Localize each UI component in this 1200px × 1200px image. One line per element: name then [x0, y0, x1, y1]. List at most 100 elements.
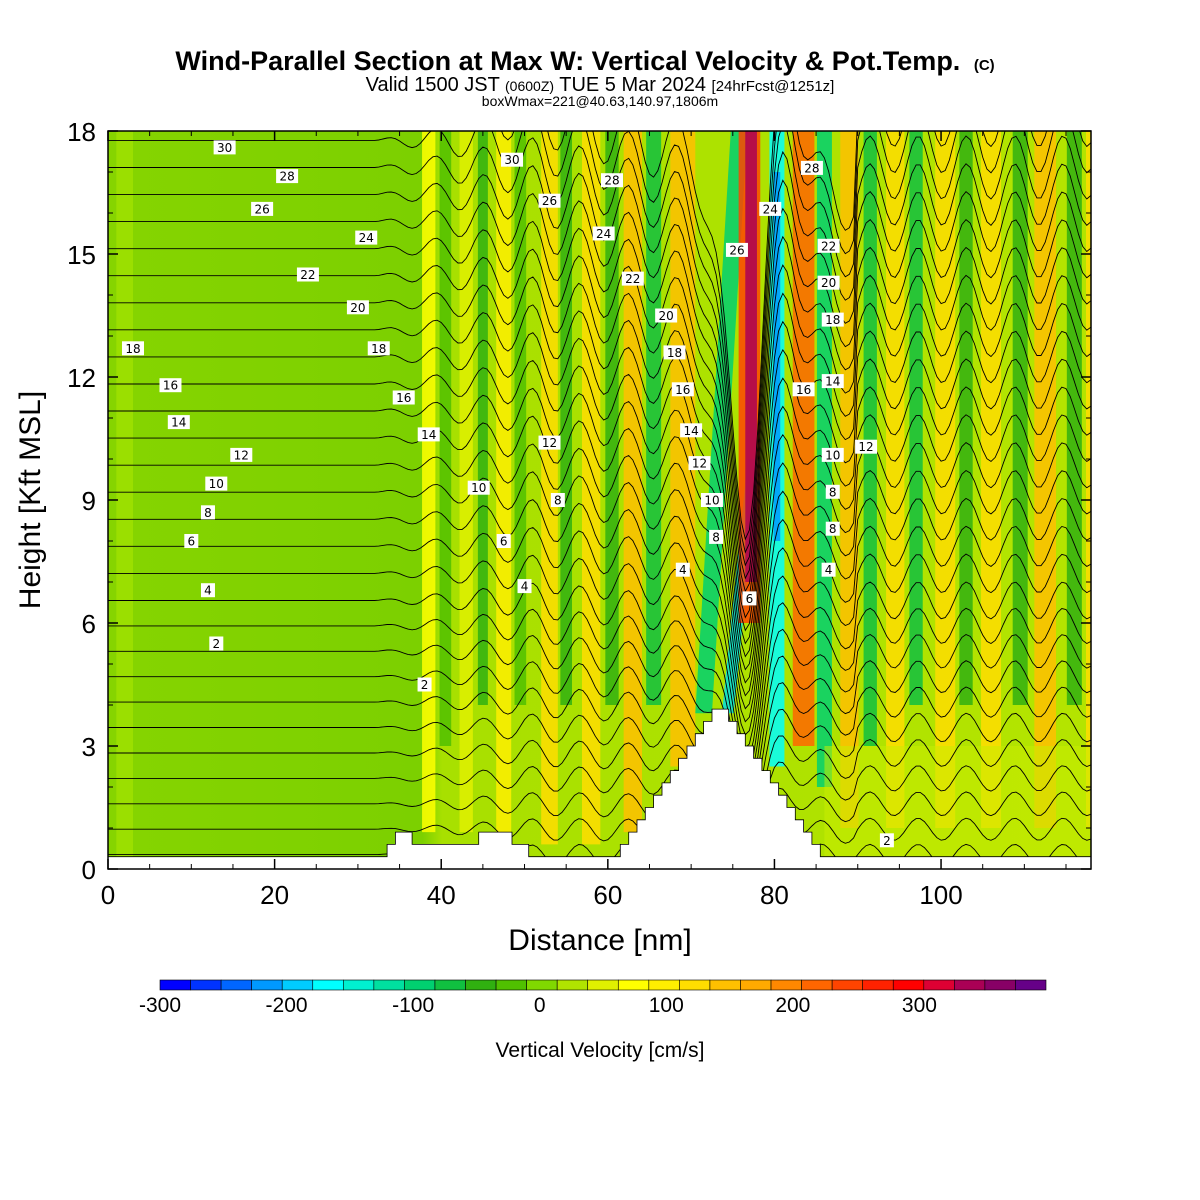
contour-label: 12	[538, 435, 561, 450]
colorbar-swatch	[465, 979, 497, 991]
contour-label: 22	[817, 238, 840, 253]
contour-label-box	[517, 579, 532, 594]
contour-label-box	[759, 201, 782, 216]
contour-label-box	[355, 230, 378, 245]
contour-label-box	[367, 341, 390, 356]
colorbar-swatch	[220, 979, 252, 991]
contour-label-text: 18	[371, 342, 386, 356]
colorbar-swatch	[404, 979, 436, 991]
velocity-band	[745, 131, 757, 582]
contour-label-box	[417, 677, 432, 692]
contour-label-text: 2	[212, 637, 220, 651]
contour-label: 4	[200, 583, 215, 598]
contour-label-text: 20	[350, 301, 365, 315]
contour-label-box	[821, 562, 836, 577]
theta-contour-line	[108, 235, 1091, 619]
velocity-band	[496, 131, 512, 833]
contour-label-text: 12	[234, 448, 249, 462]
contour-label: 6	[742, 591, 757, 606]
contour-label-text: 4	[521, 580, 529, 594]
velocity-band	[477, 131, 488, 705]
contour-label: 8	[709, 529, 724, 544]
y-tick-label: 18	[67, 117, 96, 147]
velocity-band	[422, 131, 436, 833]
contour-label: 2	[879, 833, 894, 848]
contour-label-box	[821, 374, 844, 389]
contour-label-text: 6	[187, 535, 195, 549]
contour-label-box	[592, 226, 615, 241]
colorbar-swatch	[648, 979, 680, 991]
contour-label-box	[688, 456, 711, 471]
colorbar-tick-label: 200	[775, 994, 810, 1017]
contour-label-text: 12	[692, 457, 707, 471]
colorbar-swatch	[190, 979, 222, 991]
colorbar-ticks: -300 -200 -100 0 100 200 300	[139, 994, 937, 1017]
contour-label: 14	[821, 374, 844, 389]
contour-label: 28	[800, 160, 823, 175]
theta-contour-line	[108, 405, 1091, 697]
contour-label-text: 2	[421, 678, 429, 692]
x-axis: 0 20 40 60 80 100	[101, 131, 1067, 910]
velocity-band	[646, 131, 662, 705]
contour-label-text: 8	[829, 485, 837, 499]
velocity-band	[959, 131, 973, 705]
contour-label-box	[680, 423, 703, 438]
contour-label-text: 30	[217, 141, 232, 155]
contour-label-box	[792, 382, 815, 397]
contour-label-text: 10	[704, 494, 719, 508]
contour-label-text: 20	[659, 309, 674, 323]
contour-label-box	[251, 201, 274, 216]
colorbar-swatch	[343, 979, 375, 991]
colorbar-swatch	[892, 979, 925, 991]
colorbar-label: Vertical Velocity [cm/s]	[496, 1039, 705, 1062]
contour-label: 2	[417, 677, 432, 692]
colorbar-tick-label: -300	[139, 994, 181, 1017]
contour-label: 14	[167, 415, 190, 430]
contour-label-text: 14	[825, 375, 840, 389]
y-tick-label: 3	[82, 732, 96, 762]
contour-label: 16	[392, 390, 415, 405]
contour-label-box	[467, 480, 490, 495]
contour-label-text: 12	[858, 440, 873, 454]
colorbar-tick-label: 100	[649, 994, 684, 1017]
theta-contour-line	[108, 518, 1091, 749]
colorbar-swatch	[587, 979, 619, 991]
contour-label: 16	[159, 378, 182, 393]
contour-label: 10	[821, 447, 844, 462]
theta-contour-line	[108, 320, 1091, 658]
contour-label: 2	[209, 636, 224, 651]
contour-label-text: 24	[359, 231, 374, 245]
contour-label-text: 12	[542, 436, 557, 450]
theta-contour-line	[108, 377, 1091, 684]
contour-label-box	[663, 345, 686, 360]
theta-contour-line	[108, 348, 1091, 671]
contour-label-text: 8	[829, 522, 837, 536]
theta-contour-line	[108, 602, 1091, 786]
theta-contour-line	[108, 735, 1091, 843]
chart-title-mark: (C)	[974, 57, 995, 74]
chart-subtitle: Valid 1500 JST (0600Z) TUE 5 Mar 2024 [2…	[366, 74, 835, 96]
velocity-band	[605, 131, 619, 705]
contour-label-text: 16	[163, 379, 178, 393]
colorbar-swatch	[679, 979, 711, 991]
subtitle-forecast: [24hrFcst@1251z]	[712, 78, 835, 95]
colorbar-swatch	[770, 979, 802, 991]
contour-label-text: 18	[667, 346, 682, 360]
contour-label-box	[550, 493, 565, 507]
contour-label: 16	[792, 382, 815, 397]
contour-label: 10	[205, 476, 228, 491]
theta-contour-line	[108, 179, 1091, 593]
contour-label-box	[167, 415, 190, 430]
theta-contour-line	[108, 761, 1091, 855]
contour-label-text: 10	[471, 481, 486, 495]
contour-label: 26	[251, 201, 274, 216]
contour-label-box	[230, 447, 253, 462]
plot-area	[108, 131, 1091, 869]
contour-label-text: 8	[554, 494, 562, 508]
contour-label-text: 24	[596, 227, 611, 241]
theta-contour-line	[108, 490, 1091, 736]
y-tick-label: 0	[82, 855, 96, 885]
contour-label: 22	[296, 267, 319, 282]
contour-label-text: 26	[729, 243, 744, 257]
y-tick-label: 15	[67, 240, 96, 270]
